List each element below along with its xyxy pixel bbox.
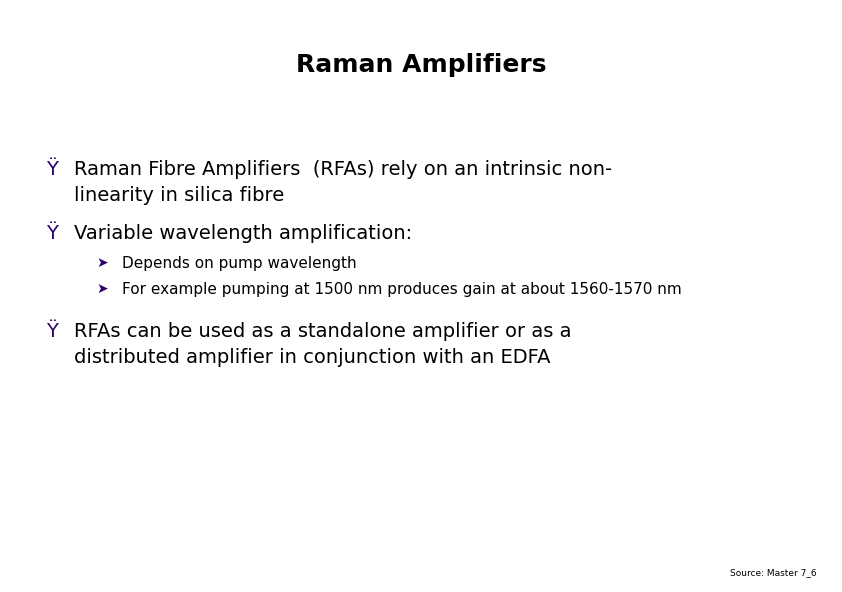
Text: linearity in silica fibre: linearity in silica fibre [74, 186, 285, 205]
Text: ➤: ➤ [97, 282, 109, 296]
Text: Ÿ: Ÿ [46, 224, 58, 243]
Text: Raman Fibre Amplifiers  (RFAs) rely on an intrinsic non-: Raman Fibre Amplifiers (RFAs) rely on an… [74, 160, 612, 179]
Text: Ÿ: Ÿ [46, 160, 58, 179]
Text: Depends on pump wavelength: Depends on pump wavelength [122, 256, 357, 271]
Text: Raman Amplifiers: Raman Amplifiers [296, 53, 546, 78]
Text: RFAs can be used as a standalone amplifier or as a: RFAs can be used as a standalone amplifi… [74, 322, 572, 341]
Text: For example pumping at 1500 nm produces gain at about 1560-1570 nm: For example pumping at 1500 nm produces … [122, 282, 682, 297]
Text: ➤: ➤ [97, 256, 109, 270]
Text: Source: Master 7_6: Source: Master 7_6 [730, 568, 817, 577]
Text: distributed amplifier in conjunction with an EDFA: distributed amplifier in conjunction wit… [74, 348, 551, 367]
Text: Variable wavelength amplification:: Variable wavelength amplification: [74, 224, 413, 243]
Text: Ÿ: Ÿ [46, 322, 58, 341]
